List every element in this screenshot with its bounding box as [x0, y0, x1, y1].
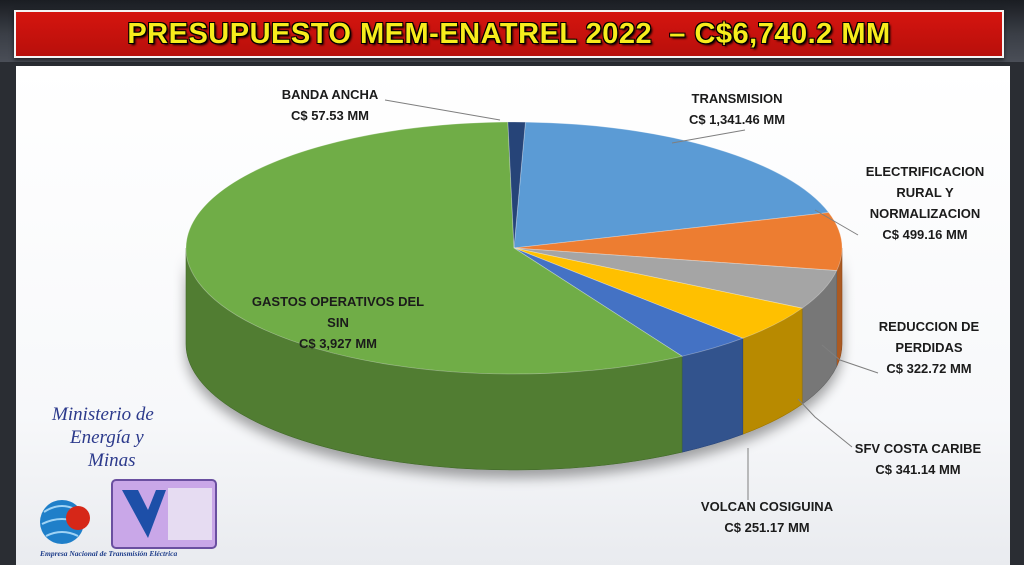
leader-banda-ancha [385, 100, 500, 120]
slice-label-name-2: PERDIDAS [895, 340, 963, 355]
slice-label-value: C$ 251.17 MM [724, 520, 809, 535]
slice-label-name: TRANSMISION [692, 91, 783, 106]
slice-label-value: C$ 499.16 MM [882, 227, 967, 242]
slice-label-value: C$ 3,927 MM [299, 336, 377, 351]
slice-label-value: C$ 1,341.46 MM [689, 112, 785, 127]
slice-label-name-1: REDUCCION DE [879, 319, 980, 334]
mem-logo-line2: Energía y [69, 427, 144, 448]
slice-label-name-3: NORMALIZACION [870, 206, 981, 221]
slice-label-value: C$ 57.53 MM [291, 108, 369, 123]
enatrel-caption: Empresa Nacional de Transmisión Eléctric… [39, 549, 177, 558]
mem-logo-line1: Ministerio de [51, 404, 154, 425]
mem-logo-line3: Minas [87, 450, 136, 471]
mem-logo: Ministerio de Energía y Minas [51, 404, 154, 471]
enatrel-logo: Empresa Nacional de Transmisión Eléctric… [39, 480, 216, 558]
slice-label-name-2: RURAL Y [896, 185, 954, 200]
tv-logo-highlight [168, 488, 212, 540]
slice-label-value: C$ 341.14 MM [875, 462, 960, 477]
slice-label-name-1: ELECTRIFICACION [866, 164, 984, 179]
slice-label-value: C$ 322.72 MM [886, 361, 971, 376]
red-ball-icon [66, 506, 90, 530]
slice-label-name: SFV COSTA CARIBE [855, 441, 982, 456]
pie-side-4 [682, 338, 743, 452]
leader-transmision [672, 130, 745, 143]
label-electrificacion: ELECTRIFICACION RURAL Y NORMALIZACION C$… [866, 164, 984, 242]
slice-label-name: BANDA ANCHA [282, 87, 379, 102]
slice-label-name-2: SIN [327, 315, 349, 330]
label-banda-ancha: BANDA ANCHA C$ 57.53 MM [282, 87, 379, 123]
pie-tops [186, 122, 842, 374]
label-volcan: VOLCAN COSIGUINA C$ 251.17 MM [701, 499, 834, 535]
leader-sfv [798, 399, 852, 447]
label-sfv-costa-caribe: SFV COSTA CARIBE C$ 341.14 MM [855, 441, 982, 477]
label-reduccion: REDUCCION DE PERDIDAS C$ 322.72 MM [879, 319, 980, 376]
slice-label-name: VOLCAN COSIGUINA [701, 499, 834, 514]
slice-label-name-1: GASTOS OPERATIVOS DEL [252, 294, 424, 309]
label-transmision: TRANSMISION C$ 1,341.46 MM [689, 91, 785, 127]
